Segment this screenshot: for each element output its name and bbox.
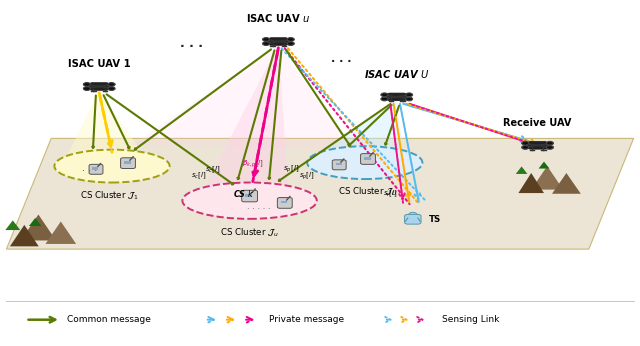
FancyBboxPatch shape: [89, 164, 103, 174]
Circle shape: [262, 38, 269, 41]
Circle shape: [547, 142, 554, 145]
Circle shape: [381, 97, 388, 101]
Circle shape: [406, 93, 413, 97]
Polygon shape: [45, 221, 76, 244]
Polygon shape: [10, 225, 38, 246]
Circle shape: [108, 87, 115, 90]
Text: TS: TS: [429, 215, 441, 224]
Circle shape: [522, 142, 529, 145]
Polygon shape: [67, 90, 144, 156]
FancyBboxPatch shape: [404, 215, 421, 224]
Circle shape: [287, 38, 294, 41]
Circle shape: [381, 93, 388, 97]
Text: $s_p[l]$: $s_p[l]$: [283, 163, 300, 175]
Text: . . .: . . .: [82, 163, 97, 173]
FancyBboxPatch shape: [242, 190, 257, 202]
Polygon shape: [29, 218, 42, 226]
Polygon shape: [320, 100, 403, 152]
Text: . . . . .: . . . . .: [248, 202, 271, 211]
FancyBboxPatch shape: [246, 194, 252, 197]
FancyBboxPatch shape: [360, 154, 376, 164]
FancyBboxPatch shape: [124, 161, 131, 164]
Circle shape: [262, 42, 269, 45]
Ellipse shape: [182, 183, 317, 219]
Circle shape: [83, 87, 90, 90]
Text: Private message: Private message: [269, 315, 344, 324]
Text: $s_p[l]$: $s_p[l]$: [300, 170, 315, 182]
Polygon shape: [552, 173, 581, 194]
Text: CS Cluster $\mathcal{J}_u$: CS Cluster $\mathcal{J}_u$: [220, 227, 279, 239]
FancyBboxPatch shape: [89, 83, 109, 90]
Text: $s_c[l]$: $s_c[l]$: [191, 171, 206, 181]
Polygon shape: [531, 166, 563, 190]
Text: ISAC UAV $U$: ISAC UAV $U$: [364, 67, 429, 80]
FancyBboxPatch shape: [92, 167, 99, 170]
Text: $s_r[l]$: $s_r[l]$: [383, 189, 397, 199]
Circle shape: [547, 146, 554, 149]
FancyBboxPatch shape: [120, 158, 136, 169]
FancyBboxPatch shape: [277, 198, 292, 208]
Text: CS $k$: CS $k$: [232, 188, 254, 199]
Polygon shape: [131, 45, 352, 149]
Text: Sensing Link: Sensing Link: [442, 315, 499, 324]
Circle shape: [108, 83, 115, 86]
Circle shape: [83, 83, 90, 86]
Ellipse shape: [307, 146, 422, 179]
Text: CS Cluster $\mathcal{J}_1$: CS Cluster $\mathcal{J}_1$: [79, 189, 138, 202]
FancyBboxPatch shape: [281, 201, 287, 203]
Text: CS Cluster $\mathcal{J}_U$: CS Cluster $\mathcal{J}_U$: [339, 186, 397, 198]
FancyBboxPatch shape: [269, 38, 288, 45]
Polygon shape: [20, 215, 56, 240]
FancyBboxPatch shape: [332, 160, 346, 170]
Text: ISAC UAV $u$: ISAC UAV $u$: [246, 12, 310, 24]
Text: Common message: Common message: [67, 315, 151, 324]
Ellipse shape: [54, 149, 170, 183]
Circle shape: [287, 42, 294, 45]
Polygon shape: [5, 220, 20, 230]
Text: Receive UAV: Receive UAV: [504, 118, 572, 128]
Polygon shape: [205, 45, 288, 187]
Polygon shape: [539, 162, 549, 169]
FancyBboxPatch shape: [364, 157, 371, 160]
FancyBboxPatch shape: [387, 93, 407, 101]
Circle shape: [522, 146, 529, 149]
Circle shape: [406, 97, 413, 101]
Text: . . .: . . .: [180, 37, 204, 50]
FancyBboxPatch shape: [335, 163, 342, 165]
Text: . . .: . . .: [331, 54, 351, 64]
FancyBboxPatch shape: [528, 142, 548, 149]
Polygon shape: [516, 166, 527, 174]
Polygon shape: [6, 138, 634, 249]
Text: ISAC UAV 1: ISAC UAV 1: [68, 59, 131, 69]
Circle shape: [409, 212, 417, 217]
Polygon shape: [518, 173, 544, 193]
Text: $s_c[l]$: $s_c[l]$: [205, 164, 220, 175]
Text: $\beta_{k,p}[l]$: $\beta_{k,p}[l]$: [242, 158, 264, 170]
